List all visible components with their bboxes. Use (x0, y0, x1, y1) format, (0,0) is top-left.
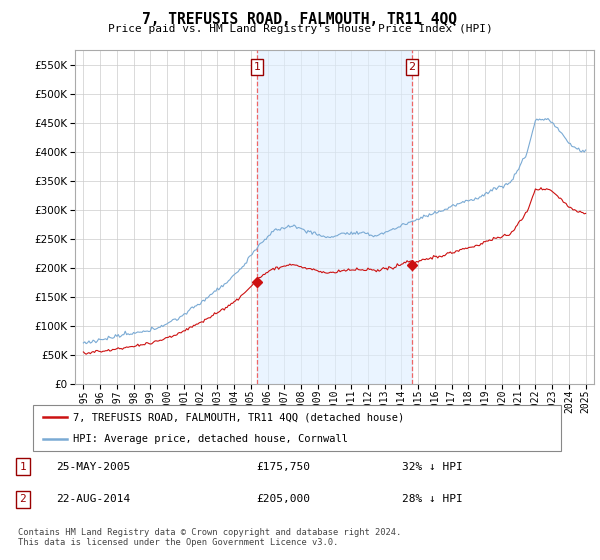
Text: 7, TREFUSIS ROAD, FALMOUTH, TR11 4QQ: 7, TREFUSIS ROAD, FALMOUTH, TR11 4QQ (143, 12, 458, 27)
Text: 25-MAY-2005: 25-MAY-2005 (56, 461, 130, 472)
Text: Price paid vs. HM Land Registry's House Price Index (HPI): Price paid vs. HM Land Registry's House … (107, 24, 493, 34)
Text: £205,000: £205,000 (256, 494, 310, 505)
Text: 28% ↓ HPI: 28% ↓ HPI (402, 494, 463, 505)
Bar (257, 50, 412, 384)
Text: 2: 2 (20, 494, 26, 505)
Text: 22-AUG-2014: 22-AUG-2014 (56, 494, 130, 505)
Text: 32% ↓ HPI: 32% ↓ HPI (402, 461, 463, 472)
Text: 1: 1 (20, 461, 26, 472)
FancyBboxPatch shape (33, 405, 561, 451)
Text: 7, TREFUSIS ROAD, FALMOUTH, TR11 4QQ (detached house): 7, TREFUSIS ROAD, FALMOUTH, TR11 4QQ (de… (73, 412, 404, 422)
Text: Contains HM Land Registry data © Crown copyright and database right 2024.
This d: Contains HM Land Registry data © Crown c… (18, 528, 401, 547)
Text: HPI: Average price, detached house, Cornwall: HPI: Average price, detached house, Corn… (73, 435, 347, 444)
Text: 1: 1 (254, 62, 260, 72)
Text: £175,750: £175,750 (256, 461, 310, 472)
Text: 2: 2 (409, 62, 416, 72)
